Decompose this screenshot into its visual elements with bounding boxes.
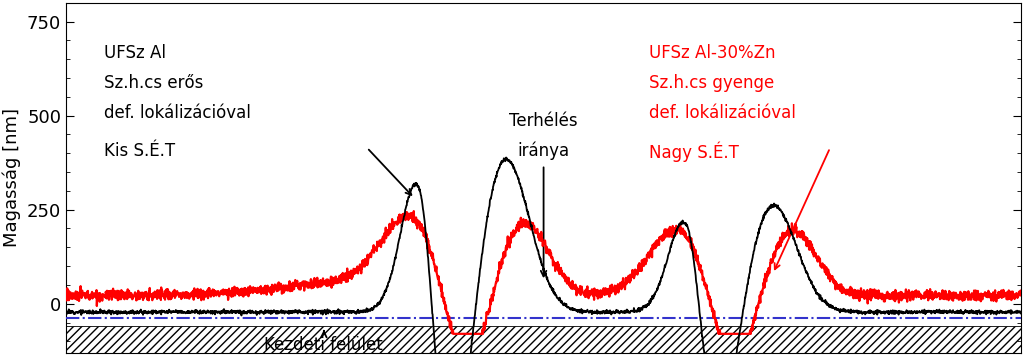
Bar [66, 326, 1021, 353]
Text: Sz.h.cs gyenge: Sz.h.cs gyenge [648, 74, 774, 92]
Text: UFSz Al-30%Zn: UFSz Al-30%Zn [648, 44, 775, 62]
Text: iránya: iránya [517, 142, 569, 161]
Text: Nagy S.É.T: Nagy S.É.T [648, 142, 738, 162]
Text: UFSz Al: UFSz Al [104, 44, 166, 62]
Text: Terhélés: Terhélés [509, 112, 578, 130]
Text: Kezdeti felület: Kezdeti felület [264, 336, 383, 354]
Text: Kis S.É.T: Kis S.É.T [104, 142, 175, 160]
Y-axis label: Magasság [nm]: Magasság [nm] [3, 108, 22, 247]
Text: Sz.h.cs erős: Sz.h.cs erős [104, 74, 204, 92]
Text: def. lokálizációval: def. lokálizációval [648, 104, 796, 122]
Text: def. lokálizációval: def. lokálizációval [104, 104, 251, 122]
